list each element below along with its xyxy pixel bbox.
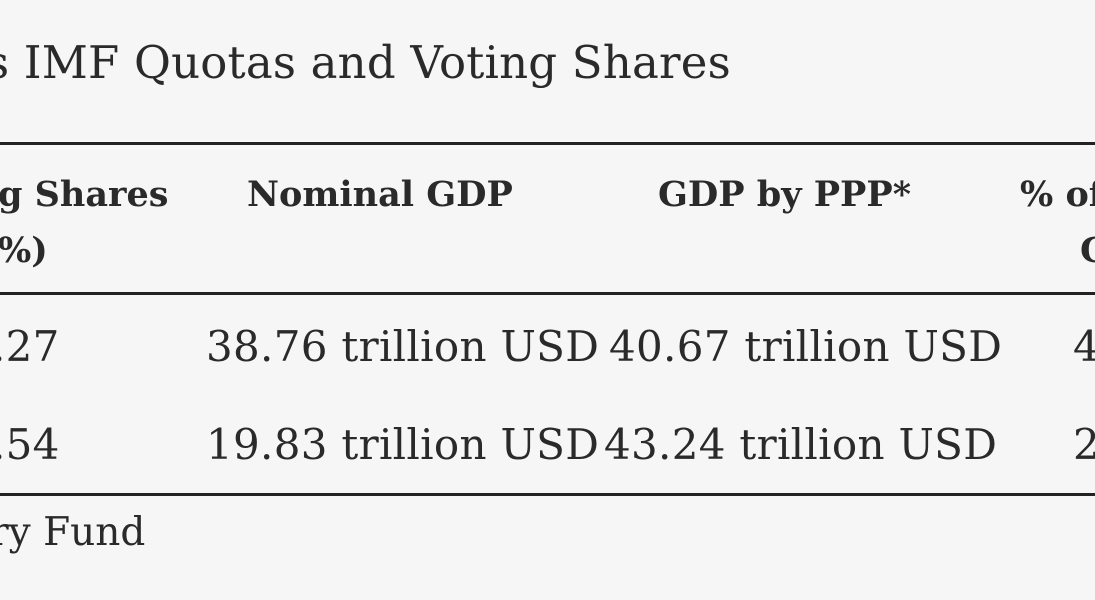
row1-nominal-gdp: 38.76 trillion USD: [206, 322, 600, 371]
header-percent-line1: % of: [1020, 174, 1095, 215]
row2-percent: 2: [1073, 420, 1095, 469]
row1-percent: 4: [1073, 322, 1095, 371]
table-title: s IMF Quotas and Voting Shares: [0, 36, 731, 89]
top-rule: [0, 142, 1095, 145]
bottom-rule: [0, 493, 1095, 496]
header-voting-shares-line2: %): [0, 230, 48, 271]
row1-gdp-ppp: 40.67 trillion USD: [609, 322, 1003, 371]
header-nominal-gdp: Nominal GDP: [247, 174, 513, 215]
source-note: ry Fund: [0, 510, 146, 555]
header-percent-line2: G: [1080, 230, 1095, 271]
row1-voting-share: .27: [0, 322, 60, 371]
row2-voting-share: .54: [0, 420, 60, 469]
header-gdp-ppp: GDP by PPP*: [658, 174, 911, 215]
header-rule: [0, 292, 1095, 295]
header-voting-shares-line1: g Shares: [0, 174, 169, 215]
row2-nominal-gdp: 19.83 trillion USD: [206, 420, 600, 469]
row2-gdp-ppp: 43.24 trillion USD: [604, 420, 998, 469]
